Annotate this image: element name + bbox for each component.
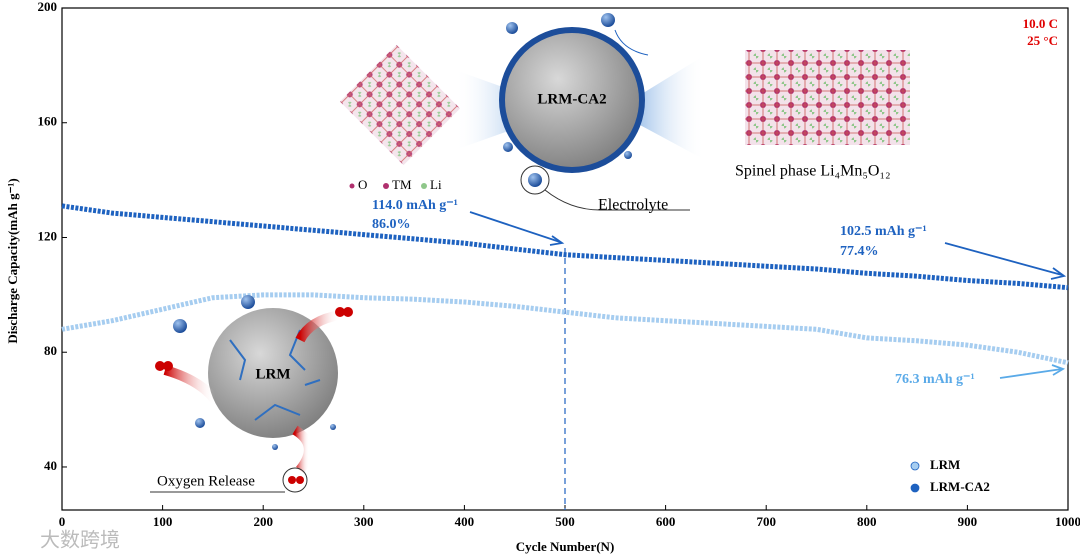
x-tick-label: 600 — [656, 514, 676, 529]
x-tick-label: 200 — [253, 514, 273, 529]
annotation: 102.5 mAh g⁻¹ — [840, 224, 927, 239]
legend-marker — [910, 461, 920, 471]
condition: 25 °C — [1027, 33, 1058, 48]
x-tick-label: 1000 — [1055, 514, 1080, 529]
series-line — [61, 203, 1069, 291]
y-tick-label: 120 — [38, 228, 58, 243]
atom-label: O — [358, 177, 367, 192]
condition: 10.0 C — [1023, 16, 1058, 31]
legend-marker — [910, 483, 920, 493]
x-tick-label: 900 — [958, 514, 978, 529]
atom-label: TM — [392, 177, 412, 192]
axes: 40 80 120 160 200 0 100 200 300 400 500 600 700 800 90… — [38, 0, 1080, 529]
legend-label: LRM — [930, 457, 960, 472]
annotation: 77.4% — [840, 244, 879, 259]
inset-label: Electrolyte — [598, 197, 668, 214]
inset-top — [339, 13, 910, 211]
x-tick-label: 800 — [857, 514, 877, 529]
inset-label: Spinel phase Li₄Mn₅O₁₂ — [735, 163, 891, 180]
arrows — [469, 211, 1067, 379]
x-tick-label: 100 — [153, 514, 173, 529]
particle-label: LRM-CA2 — [537, 91, 606, 107]
y-tick-label: 160 — [38, 114, 58, 129]
series-line — [61, 292, 1069, 366]
inset-label: Oxygen Release — [157, 473, 255, 489]
x-axis-label: Cycle Number(N) — [516, 539, 615, 554]
x-tick-label: 700 — [756, 514, 776, 529]
legend-label: LRM-CA2 — [930, 479, 990, 494]
x-tick-label: 500 — [555, 514, 575, 529]
watermark: 大数跨境 — [40, 529, 120, 552]
particle-label: LRM — [256, 366, 291, 382]
annotation: 114.0 mAh g⁻¹ — [372, 198, 458, 213]
x-tick-label: 400 — [455, 514, 475, 529]
data — [61, 203, 1069, 510]
x-tick-label: 300 — [354, 514, 374, 529]
y-tick-label: 40 — [44, 458, 57, 473]
annotation: 76.3 mAh g⁻¹ — [895, 372, 975, 387]
atom-label: Li — [430, 177, 442, 192]
y-axis-label: Discharge Capacity(mAh g⁻¹) — [5, 178, 20, 343]
x-tick-label: 0 — [59, 514, 66, 529]
annotation: 86.0% — [372, 217, 411, 232]
y-tick-label: 80 — [44, 343, 57, 358]
y-tick-label: 200 — [38, 0, 58, 14]
inset-bottom — [150, 295, 353, 493]
